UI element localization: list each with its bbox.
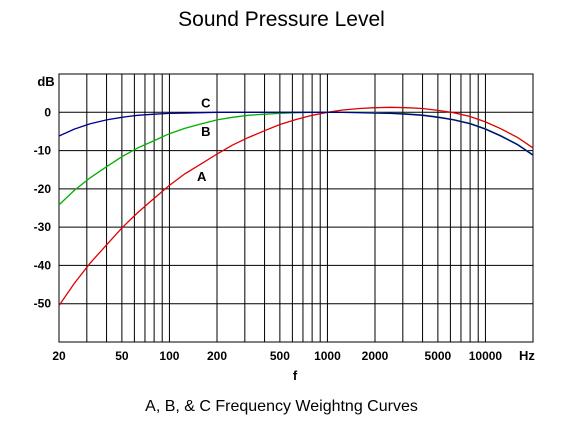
x-tick-label: 500 — [270, 349, 290, 363]
y-tick-label: 0 — [44, 105, 51, 119]
x-tick-label: 200 — [207, 349, 227, 363]
y-tick-label: -10 — [34, 144, 52, 158]
curve-label-c: C — [201, 96, 211, 111]
y-tick-label: -40 — [34, 258, 52, 272]
chart-caption: A, B, & C Frequency Weightng Curves — [145, 398, 418, 415]
y-tick-label: -30 — [34, 220, 52, 234]
curve-c — [58, 111, 534, 156]
x-tick-label: 20 — [52, 349, 66, 363]
curve-a — [58, 106, 534, 306]
x-tick-label: 2000 — [362, 349, 389, 363]
x-tick-label: 100 — [159, 349, 179, 363]
curve-label-a: A — [197, 169, 207, 184]
x-tick-labels: 20 50 100 200 500 1000 2000 5000 10000 — [52, 349, 502, 363]
x-tick-label: 10000 — [469, 349, 503, 363]
y-tick-label: -50 — [34, 297, 52, 311]
x-tick-label: 1000 — [314, 349, 341, 363]
x-tick-label: 50 — [115, 349, 129, 363]
curve-b — [58, 111, 534, 206]
y-axis-label: dB — [37, 74, 54, 89]
x-axis-label: f — [293, 368, 298, 383]
y-tick-labels: 0 -10 -20 -30 -40 -50 — [34, 105, 52, 310]
y-tick-label: -20 — [34, 182, 52, 196]
chart-title: Sound Pressure Level — [178, 8, 385, 31]
curve-label-b: B — [201, 124, 210, 139]
plot-frame — [58, 73, 534, 343]
major-gridlines — [59, 111, 533, 305]
series-layer: A BC — [58, 96, 534, 306]
x-tick-label: 5000 — [425, 349, 452, 363]
x-axis-unit: Hz — [519, 348, 535, 363]
